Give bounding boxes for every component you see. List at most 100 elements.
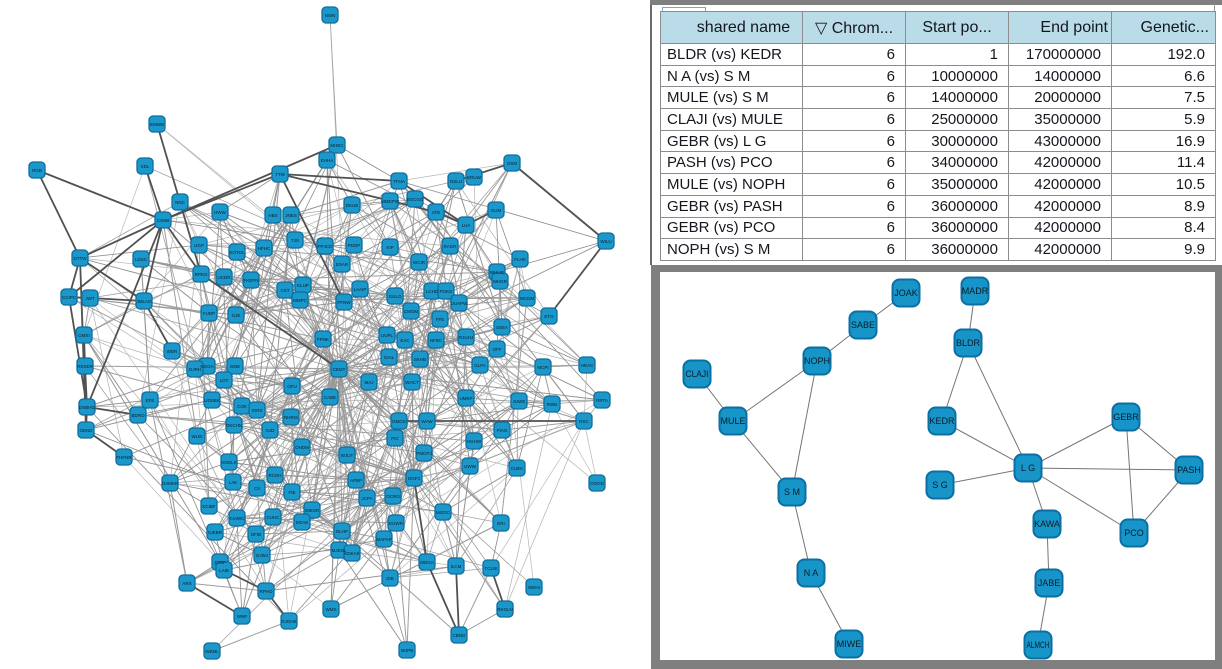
svg-text:OMSI: OMSI: [78, 333, 90, 338]
svg-text:UUPL: UUPL: [381, 333, 394, 338]
svg-text:PIAO: PIAO: [497, 428, 508, 433]
svg-text:ILCM: ILCM: [451, 564, 462, 569]
svg-text:HBS: HBS: [268, 213, 277, 218]
svg-text:APBP: APBP: [350, 478, 362, 483]
svg-text:CBNO: CBNO: [452, 633, 466, 638]
svg-text:NOPH: NOPH: [804, 356, 830, 366]
svg-text:MAFAP: MAFAP: [376, 537, 391, 542]
svg-text:GJD: GJD: [266, 428, 276, 433]
svg-text:L G: L G: [1021, 463, 1035, 473]
svg-text:PFNW: PFNW: [337, 300, 351, 305]
svg-text:LAK: LAK: [229, 480, 238, 485]
svg-text:ISNE: ISNE: [230, 364, 241, 369]
svg-text:NSLU: NSLU: [450, 179, 462, 184]
svg-text:DOAK: DOAK: [296, 520, 309, 525]
svg-text:GJRH: GJRH: [189, 367, 201, 372]
svg-text:BDRO: BDRO: [131, 413, 145, 418]
svg-text:RPKO: RPKO: [195, 272, 208, 277]
svg-text:LCHD: LCHD: [426, 289, 439, 294]
svg-text:ERI: ERI: [497, 521, 505, 526]
svg-text:GJWJ: GJWJ: [256, 553, 268, 558]
svg-text:LDSC: LDSC: [135, 257, 148, 262]
svg-text:DFIB: DFIB: [251, 532, 261, 537]
svg-text:GULO: GULO: [389, 294, 402, 299]
svg-text:OSM: OSM: [507, 161, 518, 166]
svg-text:ESAR: ESAR: [336, 262, 349, 267]
svg-text:UMKP: UMKP: [459, 396, 472, 401]
svg-text:IORS: IORS: [251, 408, 262, 413]
svg-text:IMESR: IMESR: [305, 508, 320, 513]
svg-text:CUHC: CUHC: [267, 515, 281, 520]
svg-text:DTTW: DTTW: [74, 256, 88, 261]
svg-text:COK: COK: [237, 404, 247, 409]
svg-text:CABE: CABE: [324, 395, 336, 400]
svg-text:LUA: LUA: [462, 223, 471, 228]
svg-text:KCIBF: KCIBF: [202, 504, 216, 509]
svg-text:MHEC: MHEC: [330, 143, 344, 148]
svg-text:OHDM: OHDM: [295, 445, 309, 450]
svg-text:EUWR: EUWR: [389, 521, 403, 526]
svg-text:SKHB: SKHB: [414, 357, 426, 362]
svg-text:N A: N A: [804, 568, 819, 578]
svg-text:CEMT: CEMT: [333, 367, 346, 372]
svg-text:MMDPW: MMDPW: [381, 199, 400, 204]
svg-text:EFE: EFE: [146, 398, 155, 403]
svg-text:GEBR: GEBR: [1113, 412, 1139, 422]
svg-text:FKEPN: FKEPN: [243, 278, 258, 283]
svg-text:RJGHK: RJGHK: [281, 619, 296, 624]
svg-text:WEHI: WEHI: [528, 585, 540, 590]
svg-text:TCLNI: TCLNI: [484, 566, 497, 571]
svg-text:UUAPW: UUAPW: [451, 301, 469, 306]
svg-text:DMOS: DMOS: [392, 419, 406, 424]
svg-text:FIE: FIE: [288, 490, 295, 495]
svg-text:RGB: RGB: [32, 168, 42, 173]
svg-text:JMLAO: JMLAO: [136, 299, 152, 304]
svg-text:JOAK: JOAK: [894, 288, 918, 298]
svg-text:CSNB: CSNB: [157, 218, 170, 223]
svg-text:MIWE: MIWE: [837, 639, 862, 649]
svg-text:JCPA: JCPA: [361, 496, 372, 501]
svg-text:RKGLN: RKGLN: [497, 607, 513, 612]
svg-text:JWT: JWT: [85, 296, 94, 301]
svg-text:ARS: ARS: [182, 581, 191, 586]
svg-text:RSC: RSC: [579, 419, 589, 424]
svg-text:RCDH: RCDH: [269, 473, 282, 478]
svg-text:NFBC: NFBC: [430, 338, 443, 343]
svg-text:WDR: WDR: [167, 349, 178, 354]
svg-text:MAJ: MAJ: [365, 380, 374, 385]
svg-text:OAIL: OAIL: [384, 355, 395, 360]
svg-text:GJE: GJE: [232, 313, 241, 318]
svg-text:RWN: RWN: [547, 402, 558, 407]
svg-text:SABE: SABE: [851, 320, 875, 330]
svg-text:TFIJA: TFIJA: [393, 179, 405, 184]
svg-text:CII: CII: [254, 486, 260, 491]
svg-text:EMWB: EMWB: [150, 122, 164, 127]
svg-text:UGP: UGP: [194, 243, 204, 248]
svg-text:RJUHJ: RJUHJ: [459, 335, 473, 340]
svg-text:PPJCE: PPJCE: [318, 244, 333, 249]
svg-text:KEDR: KEDR: [929, 416, 955, 426]
svg-text:KAWA: KAWA: [1034, 519, 1060, 529]
svg-text:CST: CST: [281, 288, 290, 293]
svg-text:DLHP: DLHP: [336, 529, 348, 534]
svg-text:UWW: UWW: [464, 464, 476, 469]
svg-text:KNGLK: KNGLK: [221, 460, 236, 465]
svg-text:JNES: JNES: [285, 213, 297, 218]
svg-text:WHCT: WHCT: [405, 380, 419, 385]
svg-text:OKCHN: OKCHN: [226, 423, 242, 428]
svg-text:CCIPC: CCIPC: [62, 295, 77, 300]
svg-text:DKUB: DKUB: [346, 203, 359, 208]
svg-text:IUEBR: IUEBR: [208, 530, 223, 535]
svg-text:SSEA: SSEA: [496, 325, 508, 330]
svg-text:UCDR: UCDR: [218, 275, 232, 280]
svg-text:MGGC: MGGC: [436, 510, 451, 515]
svg-text:HFHC: HFHC: [258, 246, 271, 251]
svg-text:HGHW: HGHW: [467, 439, 482, 444]
svg-text:ALMCH: ALMCH: [1027, 640, 1050, 650]
svg-text:PASH: PASH: [1177, 465, 1201, 475]
svg-text:FLHS: FLHS: [514, 257, 526, 262]
svg-text:LOT: LOT: [220, 378, 229, 383]
svg-text:PIC: PIC: [391, 436, 399, 441]
svg-text:HWW: HWW: [214, 210, 226, 215]
svg-text:MHGR: MHGR: [493, 279, 507, 284]
